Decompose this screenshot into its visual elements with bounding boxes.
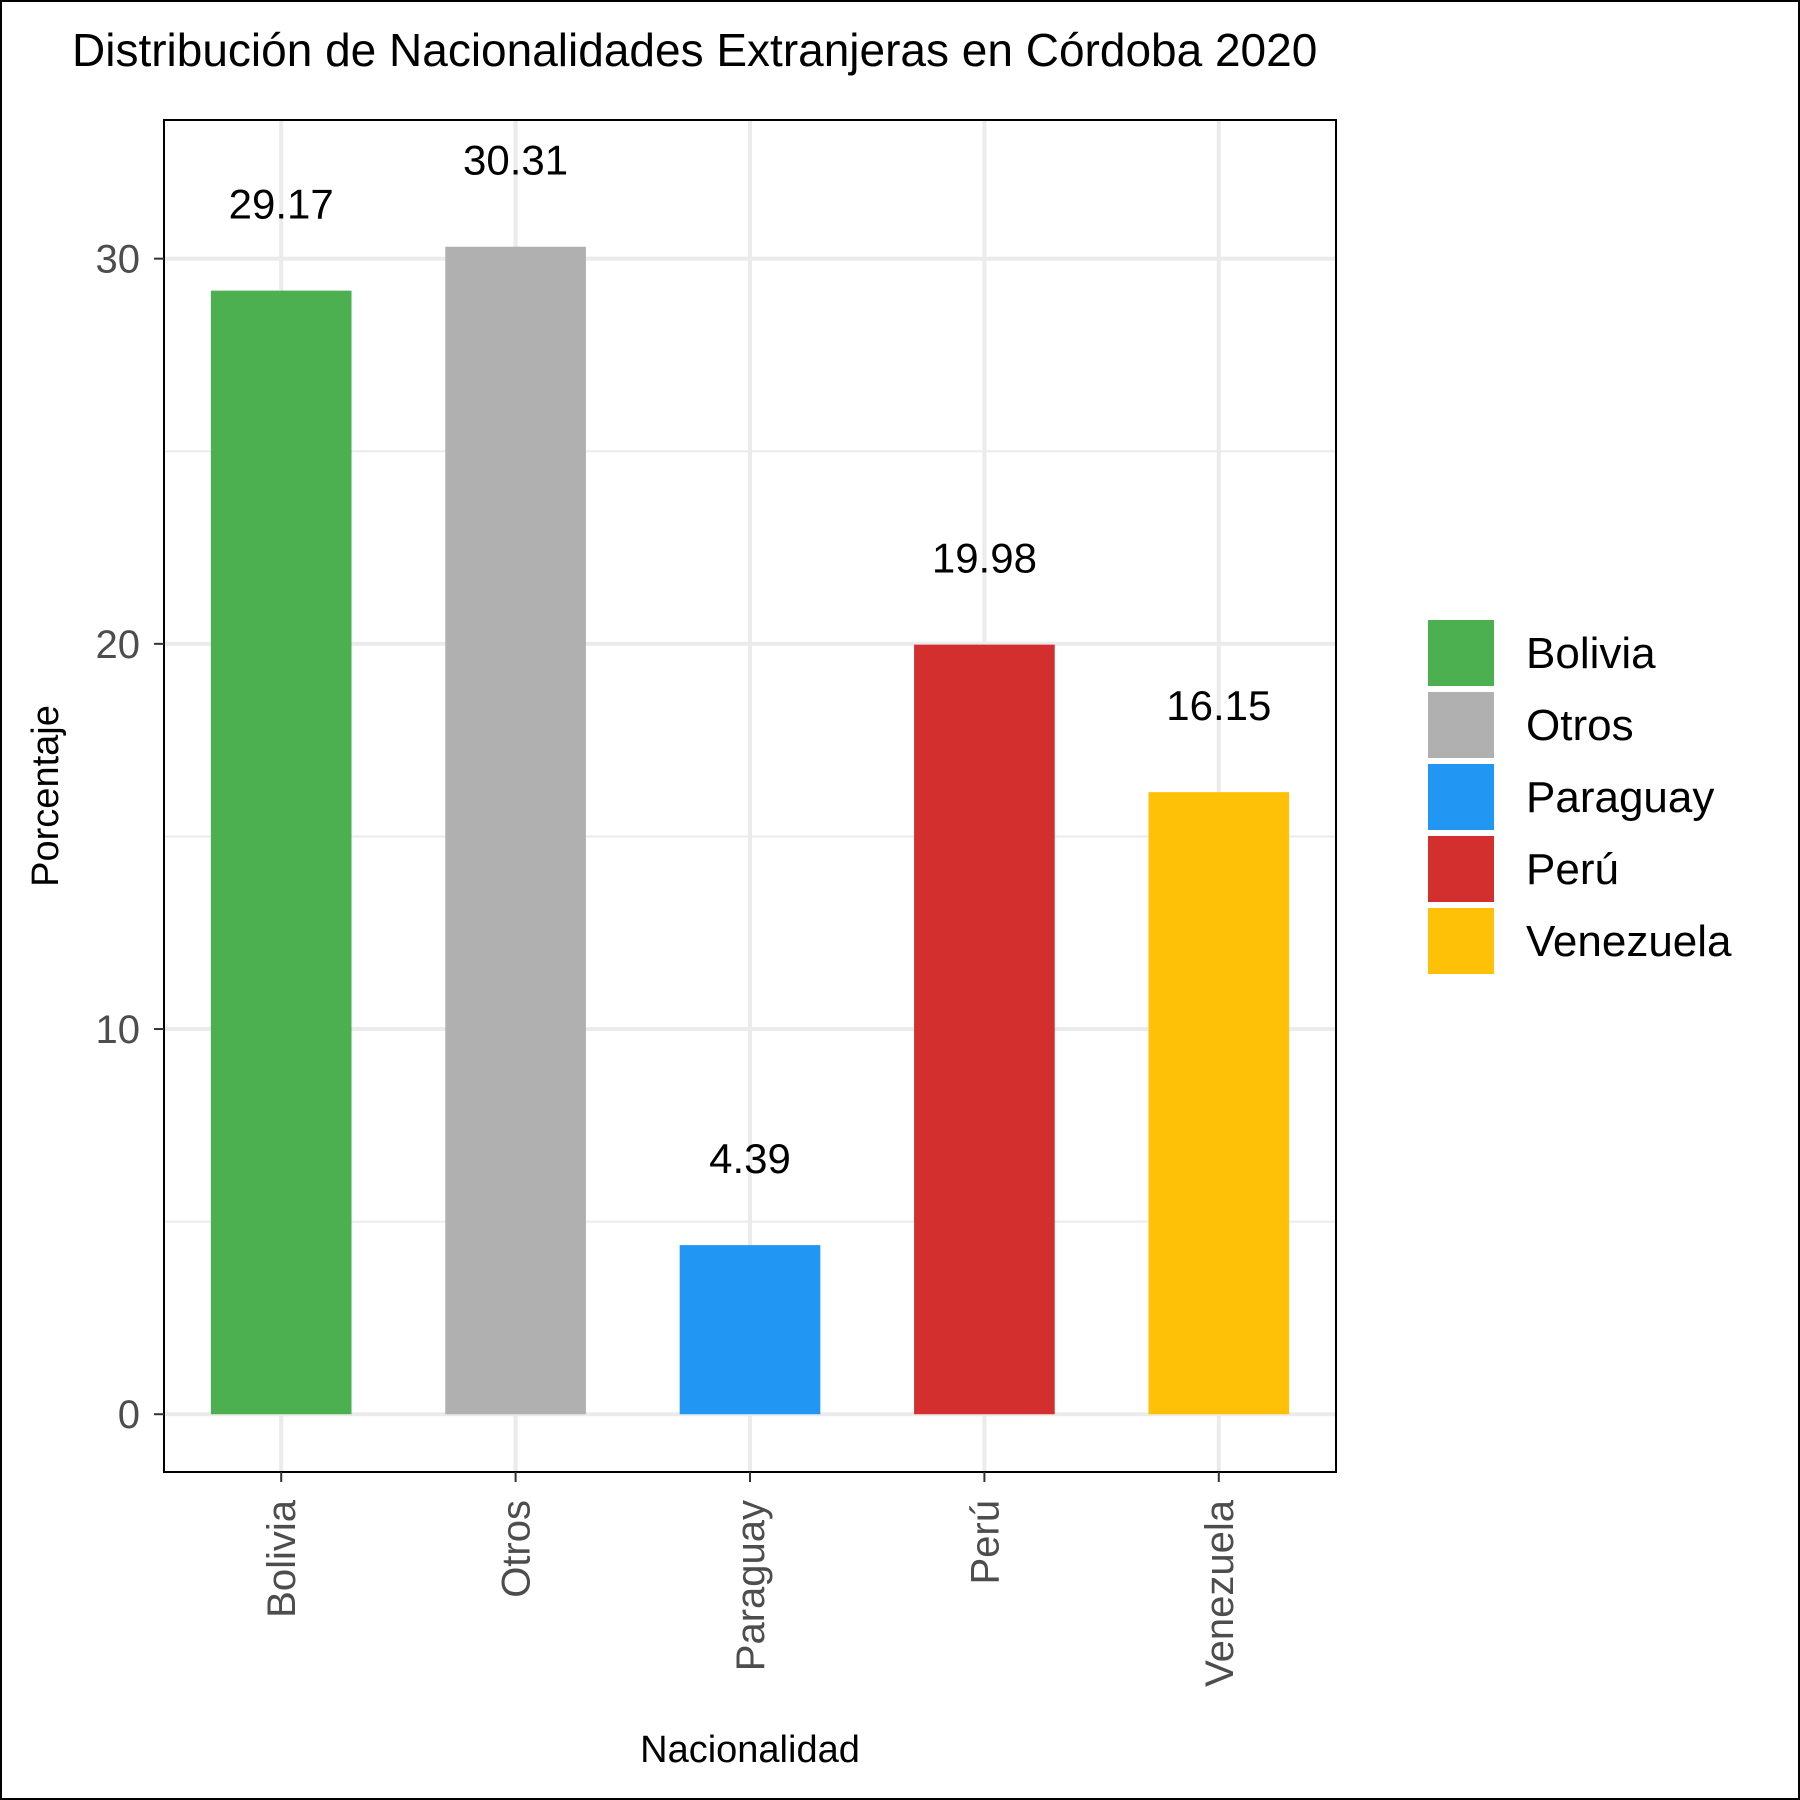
bar-bolivia (211, 291, 352, 1415)
value-label-otros: 30.31 (463, 137, 568, 184)
x-tick-label-venezuela: Venezuela (1198, 1499, 1242, 1687)
value-label-venezuela: 16.15 (1166, 682, 1271, 729)
legend-key-peru (1428, 836, 1494, 902)
legend-key-paraguay (1428, 764, 1494, 830)
y-tick-label: 0 (118, 1393, 140, 1437)
x-tick-label-peru: Perú (963, 1500, 1007, 1585)
value-label-bolivia: 29.17 (229, 181, 334, 228)
legend-label-venezuela: Venezuela (1526, 917, 1732, 966)
legend-label-peru: Perú (1526, 845, 1619, 894)
bar-paraguay (680, 1245, 821, 1414)
x-axis-title: Nacionalidad (640, 1729, 860, 1771)
x-tick-label-paraguay: Paraguay (729, 1500, 773, 1671)
value-label-paraguay: 4.39 (709, 1135, 791, 1182)
plot-area: 29.17 30.31 4.39 19.98 16.15 0 10 20 30 Bolivia Ot… (96, 120, 1337, 1687)
bar-otros (445, 247, 586, 1414)
legend-label-paraguay: Paraguay (1526, 773, 1714, 822)
x-tick-label-bolivia: Bolivia (260, 1499, 304, 1618)
value-label-peru: 19.98 (932, 535, 1037, 582)
legend-key-bolivia (1428, 620, 1494, 686)
y-tick-label: 10 (96, 1008, 141, 1052)
legend-key-otros (1428, 692, 1494, 758)
legend-label-bolivia: Bolivia (1526, 629, 1656, 678)
y-tick-label: 20 (96, 623, 141, 667)
legend: Bolivia Otros Paraguay Perú Venezuela (1428, 620, 1732, 974)
x-tick-label-otros: Otros (495, 1500, 539, 1598)
chart-title: Distribución de Nacionalidades Extranjer… (72, 24, 1317, 76)
y-tick-label: 30 (96, 238, 141, 282)
y-axis-title: Porcentaje (25, 705, 67, 887)
legend-key-venezuela (1428, 908, 1494, 974)
bar-venezuela (1148, 792, 1289, 1414)
legend-label-otros: Otros (1526, 701, 1634, 750)
bar-peru (914, 645, 1055, 1415)
